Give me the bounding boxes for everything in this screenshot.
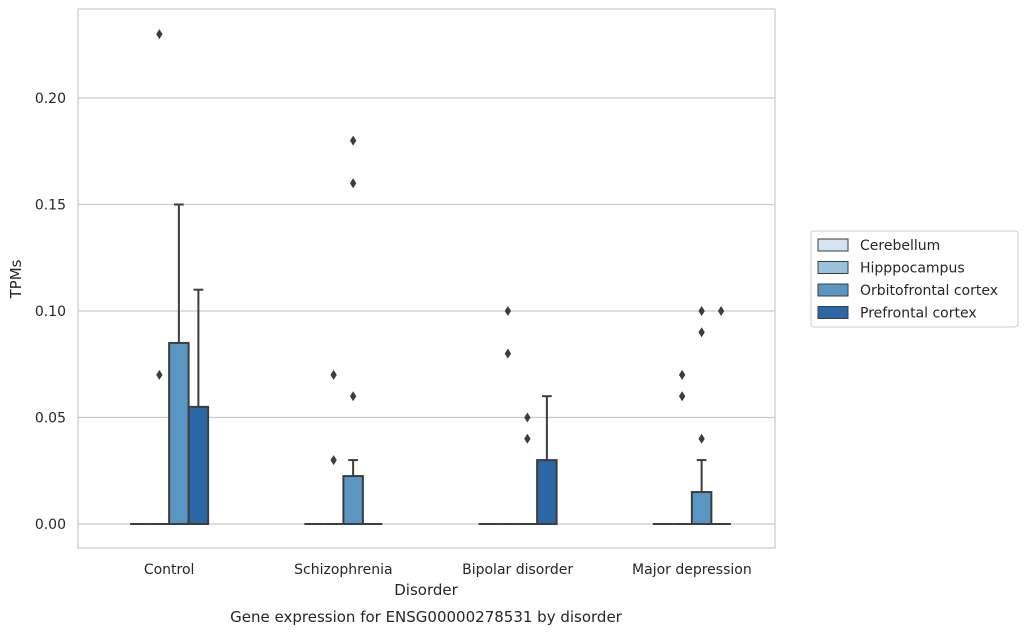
legend-label: Orbitofrontal cortex: [860, 283, 998, 299]
legend-label: Prefrontal cortex: [860, 306, 977, 322]
box-hipppocampus: [498, 306, 518, 525]
outlier-point: [524, 433, 531, 444]
legend-item: Cerebellum: [817, 238, 940, 254]
outlier-point: [349, 391, 357, 402]
legend-label: Hipppocampus: [860, 261, 965, 277]
box-orbitofrontal-cortex: [342, 135, 364, 526]
x-axis-label: Disorder: [394, 581, 458, 599]
box-body: [187, 405, 210, 526]
box-orbitofrontal-cortex: [168, 203, 190, 526]
outlier-point: [349, 178, 357, 189]
plot-frame: [77, 8, 776, 549]
outlier-point: [504, 306, 512, 316]
outlier-point: [698, 306, 705, 316]
box-body: [536, 459, 558, 526]
box-body: [168, 341, 190, 526]
outlier-point: [524, 412, 531, 423]
box-prefrontal-cortex: [536, 395, 558, 526]
box-hipppocampus: [323, 369, 344, 525]
box-orbitofrontal-cortex: [517, 412, 538, 525]
y-tick-label: 0.00: [35, 517, 66, 533]
box-prefrontal-cortex: [711, 306, 731, 525]
outlier-point: [698, 433, 705, 444]
outlier-point: [330, 455, 337, 466]
outlier-point: [504, 348, 512, 359]
legend-frame: [810, 230, 1019, 328]
x-tick-label: Control: [144, 562, 195, 578]
x-tick-label: Major depression: [632, 562, 752, 578]
box-layer: [130, 29, 731, 526]
box-hipppocampus: [672, 369, 692, 525]
box-prefrontal-cortex: [187, 288, 210, 526]
outlier-point: [717, 306, 725, 316]
box-body: [342, 475, 364, 526]
legend-swatch: [817, 306, 849, 319]
outlier-point: [330, 369, 337, 380]
x-tick-label: Bipolar disorder: [462, 562, 573, 578]
x-tick-label: Schizophrenia: [294, 562, 392, 578]
outlier-point: [156, 29, 163, 40]
box-body: [690, 491, 713, 525]
outlier-point: [678, 369, 686, 380]
x-tick-labels: Control Schizophrenia Bipolar disorder Majo…: [144, 562, 752, 578]
outlier-point: [156, 369, 163, 380]
y-tick-label: 0.20: [35, 91, 66, 107]
y-tick-labels: 0.00 0.05 0.10 0.15 0.20: [35, 91, 66, 533]
legend-item: Hipppocampus: [817, 261, 965, 277]
y-tick-label: 0.15: [35, 198, 66, 214]
legend-swatch: [817, 283, 849, 297]
y-tick-label: 0.10: [35, 304, 66, 320]
legend-item: Orbitofrontal cortex: [817, 283, 998, 299]
legend-items: Cerebellum Hipppocampus Orbitofrontal cort…: [817, 238, 998, 322]
legend: Cerebellum Hipppocampus Orbitofrontal cort…: [810, 230, 1019, 328]
chart-caption: Gene expression for ENSG00000278531 by d…: [230, 608, 623, 626]
y-tick-label: 0.05: [35, 411, 66, 427]
outlier-point: [678, 391, 686, 402]
legend-swatch: [817, 238, 849, 252]
legend-swatch: [817, 261, 849, 274]
box-hipppocampus: [149, 29, 170, 525]
outlier-point: [349, 135, 357, 146]
legend-item: Prefrontal cortex: [817, 306, 977, 322]
legend-label: Cerebellum: [860, 238, 940, 254]
y-axis-label: TPMs: [7, 259, 25, 299]
box-orbitofrontal-cortex: [690, 306, 713, 525]
outlier-point: [698, 327, 705, 338]
